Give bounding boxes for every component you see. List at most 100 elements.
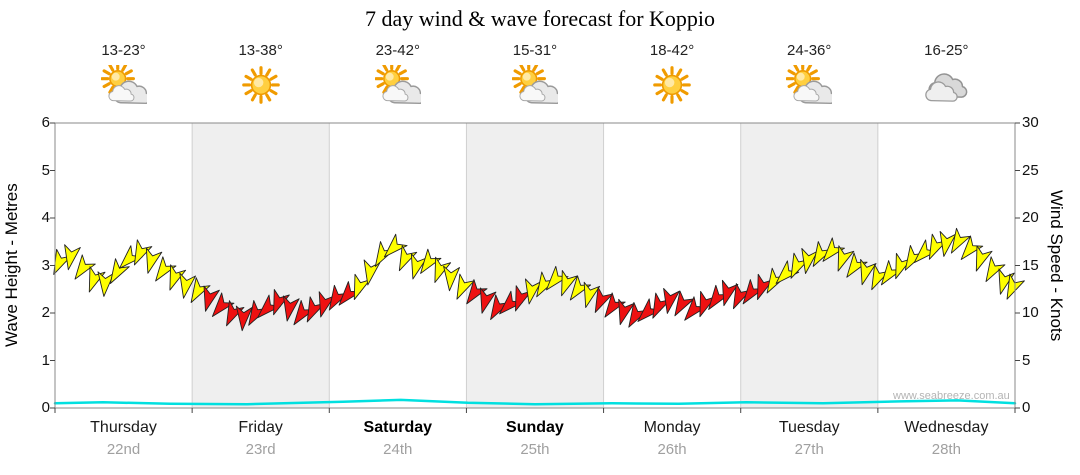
day-label-friday: Friday 23rd [192,419,329,458]
sun-cloud-icon [329,65,466,111]
wind-arrow-icon [338,281,362,306]
wave-height-tick-label: 6 [41,114,50,131]
wind-arrow-icon [546,265,569,291]
wind-arrow-icon [293,300,315,326]
wind-arrow-icon [235,305,253,332]
wind-arrow-icon [383,233,408,258]
day-date: 27th [794,441,824,458]
sun-cloud-icon [55,65,192,111]
day-label-monday: Monday 26th [604,419,741,458]
wind-speed-tick-label: 15 [1022,256,1039,274]
day-label-tuesday: Tuesday 27th [741,419,878,458]
wind-arrow-icon [499,290,523,315]
day-date: 28th [931,441,961,458]
cloud-icon [878,65,1015,111]
wind-arrow-icon [604,292,626,318]
wind-arrow-icon [663,287,680,314]
wind-arrow-icon [353,273,371,301]
wind-speed-tick-label: 10 [1022,304,1039,321]
wind-speed-axis-title: Wind Speed - Knots [1047,189,1066,342]
wave-height-tick-label: 3 [41,256,50,274]
wind-arrow-icon [583,281,601,308]
day-date: 22nd [106,441,141,458]
wind-speed-tick-label: 30 [1022,114,1039,131]
wind-arrow-icon [721,279,739,307]
day-date: 23rd [245,441,276,458]
wave-height-tick-label: 0 [41,399,50,416]
wave-height-tick-label: 5 [41,161,50,179]
wave-height-tick-label: 2 [41,304,50,321]
wind-arrow-icon [684,296,707,321]
wind-arrow-icon [524,278,542,305]
wind-arrow-icon [975,245,993,272]
wind-arrow-icon [652,292,671,319]
day-name: Monday [643,419,701,436]
wind-arrow-icon [420,248,442,274]
wind-arrow-icon [410,253,428,280]
wind-speed-tick-label: 20 [1022,209,1039,226]
wind-arrow-icon [790,252,809,279]
wind-arrow-icon [801,248,819,274]
day-header-thursday: 13-23° [55,42,192,111]
day-name: Tuesday [778,419,840,436]
wind-arrow-icon [708,284,730,310]
day-grid-lines [191,123,879,408]
wind-arrow-icon [211,292,235,317]
day-header-saturday: 23-42° [329,42,466,111]
day-name: Saturday [363,419,433,436]
wind-arrow-icon [674,290,695,317]
wind-arrow-icon [282,295,300,322]
temp-range: 18-42° [649,42,695,59]
chart-title: 7 day wind & wave forecast for Koppio [364,6,716,31]
day-header-tuesday: 24-36° [741,42,878,111]
temp-range: 23-42° [375,42,420,59]
wind-arrow-icon [190,277,211,303]
wind-arrow-icon [515,285,532,312]
wind-arrow-icon [179,272,197,299]
wind-arrow-icon [846,252,868,278]
wind-arrow-icon [960,235,984,260]
wave-height-axis-title: Wave Height - Metres [2,183,21,348]
sun-icon [604,65,741,111]
temp-range: 24-36° [787,42,832,59]
wind-arrow-icon [203,285,220,312]
wind-arrow-icon [74,254,96,280]
temp-range: 16-25° [924,42,969,59]
wind-arrow-icon [594,286,614,313]
wind-arrow-icon [318,291,336,318]
wind-arrow-icon [53,248,72,275]
wind-arrow-icon [398,245,418,272]
day-name: Thursday [90,419,157,436]
wind-arrow-icon [757,273,774,301]
day-label-sunday: Sunday 25th [466,419,603,458]
wind-arrow-icon [155,256,177,282]
wind-arrow-icon [860,258,877,286]
wind-arrow-icon [133,239,153,266]
wind-arrow-icon [64,244,81,271]
wind-arrow-icon [928,233,948,260]
temp-range: 15-31° [512,42,558,59]
day-label-wednesday: Wednesday 28th [878,419,1015,458]
wind-arrows [53,227,1025,332]
day-name: Friday [238,419,283,436]
day-header-sunday: 15-31° [466,42,603,111]
watermark: www.seabreeze.com.au [893,390,1010,402]
day-header-friday: 13-38° [192,42,329,111]
wind-arrow-icon [880,260,903,286]
wind-arrow-icon [837,245,855,272]
wind-arrow-icon [456,273,475,300]
wind-arrow-icon [480,287,497,314]
day-header-monday: 18-42° [604,42,741,111]
day-name: Wednesday [904,419,989,436]
temp-range: 13-38° [238,42,283,59]
temp-range: 13-23° [101,42,146,59]
wind-arrow-icon [822,237,845,262]
axis-ticks [50,122,1020,413]
day-name: Sunday [506,419,564,436]
wind-arrow-icon [443,265,460,292]
day-label-saturday: Saturday 24th [329,419,466,458]
wind-speed-tick-label: 5 [1022,351,1031,369]
wind-arrow-icon [742,279,764,305]
wave-height-tick-label: 1 [41,351,50,369]
